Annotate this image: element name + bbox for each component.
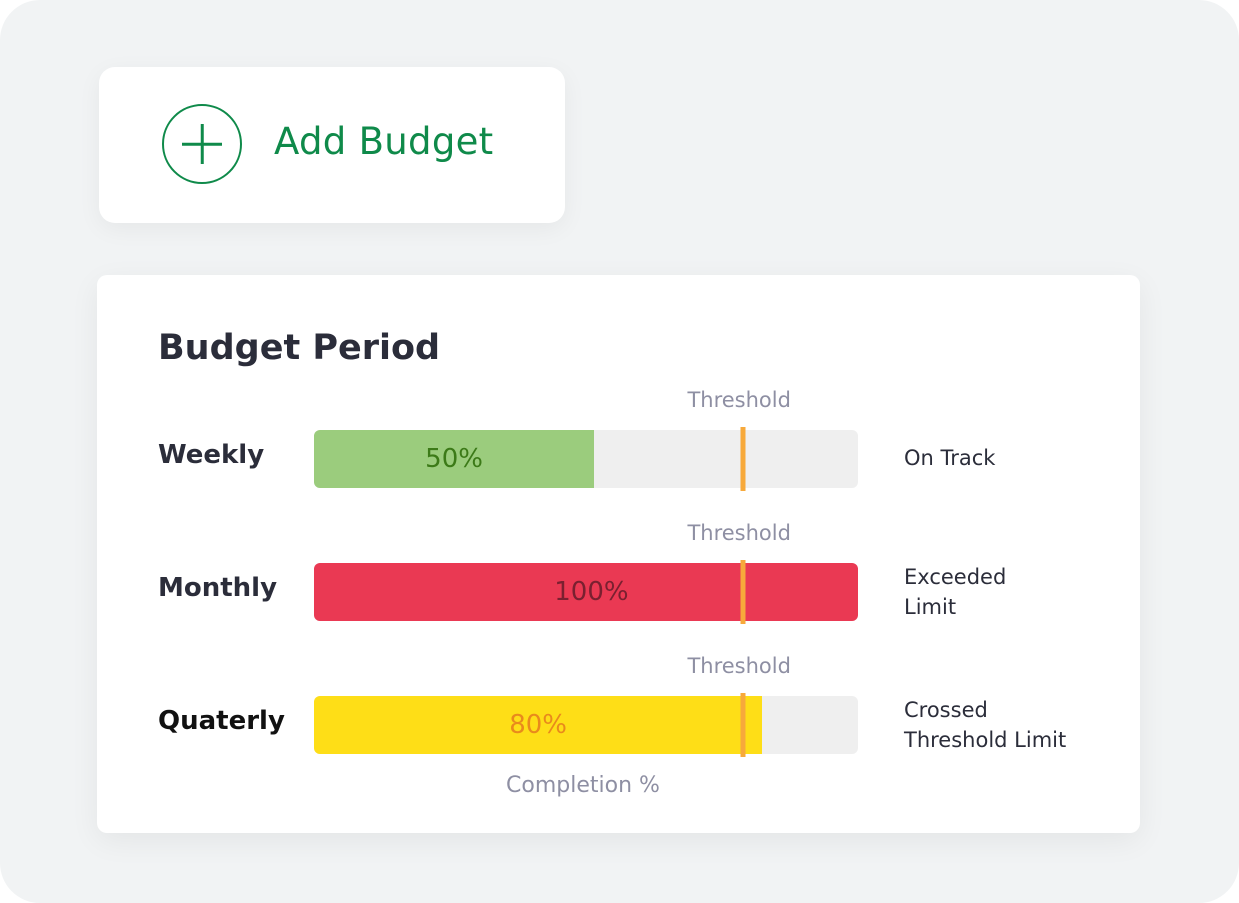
progress-track: 80% <box>314 693 858 757</box>
chart-title: Budget Period <box>158 328 441 368</box>
category-label: Weekly <box>158 440 265 470</box>
category-label: Quaterly <box>158 706 285 736</box>
status-text: Exceeded Limit <box>904 565 1007 619</box>
value-label: 80% <box>509 710 568 740</box>
progress-bar <box>314 563 858 621</box>
category-label: Monthly <box>158 573 278 603</box>
progress-track: 100% <box>314 560 858 624</box>
threshold-label: Threshold <box>687 388 791 412</box>
threshold-marker <box>740 427 746 491</box>
x-axis-label: Completion % <box>506 773 660 798</box>
progress-bar <box>314 430 595 488</box>
status-text: On Track <box>904 446 996 470</box>
add-budget-label[interactable]: Add Budget <box>274 120 494 163</box>
value-label: 100% <box>554 577 629 607</box>
progress-bar <box>314 696 763 754</box>
value-label: 50% <box>425 444 483 474</box>
threshold-marker <box>740 693 746 757</box>
progress-track: 50% <box>314 427 858 491</box>
plus-circle-icon[interactable] <box>162 104 242 184</box>
status-text: Crossed Threshold Limit <box>904 698 1067 752</box>
budget-period-card: Budget Period Weekly Threshold 50% On Track… <box>97 275 1140 833</box>
threshold-label: Threshold <box>687 654 791 678</box>
threshold-label: Threshold <box>687 521 791 545</box>
threshold-marker <box>740 560 746 624</box>
